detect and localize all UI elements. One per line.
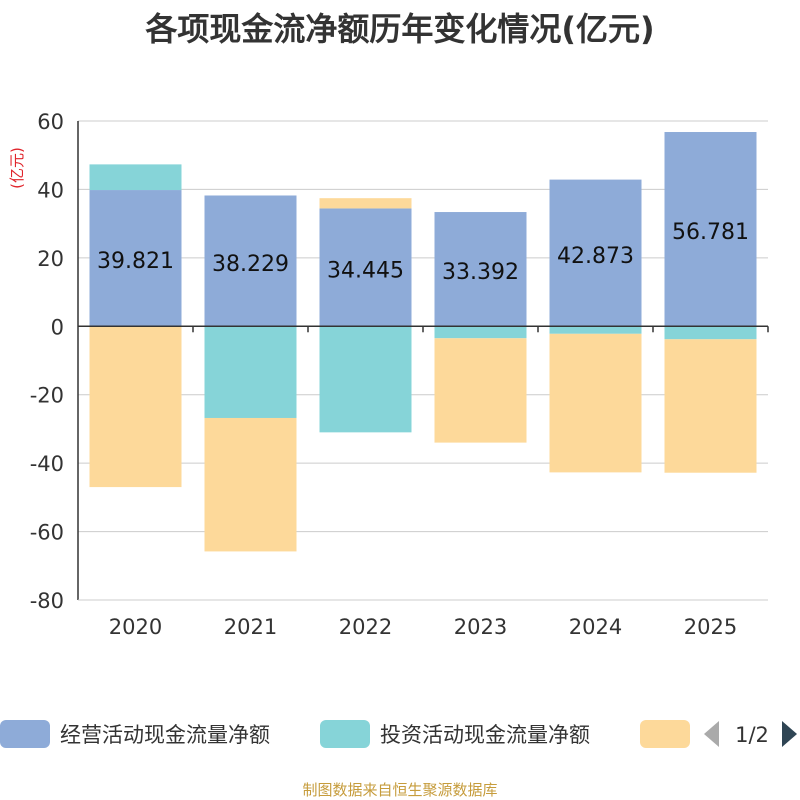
x-tick-label: 2023 [454,615,507,639]
legend-swatch [320,720,370,748]
legend-prev-icon [704,721,719,747]
bar-3-2024 [549,333,642,473]
y-tick-label: 0 [51,315,64,339]
x-tick-label: 2025 [684,615,737,639]
bar-1-2025 [664,132,757,327]
bar-2-2021 [204,326,297,418]
x-tick-label: 2020 [109,615,162,639]
bar-2-2020 [89,164,182,191]
data-label: 39.821 [97,249,174,274]
bar-3-2021 [204,417,297,552]
bar-3-2020 [89,326,182,488]
y-axis-unit-label: (亿元) [8,147,26,189]
y-tick-label: -40 [30,452,64,476]
bar-3-2022 [319,198,412,209]
source-note: 制图数据来自恒生聚源数据库 [302,781,498,799]
y-tick-label: 20 [37,247,64,271]
data-label: 56.781 [672,220,749,245]
legend-page-label: 1/2 [735,723,769,747]
legend-label: 经营活动现金流量净额 [60,723,270,747]
bar-3-2023 [434,338,527,443]
y-tick-label: -80 [30,589,64,613]
legend-label: 投资活动现金流量净额 [380,723,590,747]
y-tick-label: 40 [37,178,64,202]
bar-2-2023 [434,326,527,339]
data-label: 38.229 [212,252,289,277]
bar-1-2021 [204,195,297,327]
x-tick-label: 2022 [339,615,392,639]
x-tick-label: 2021 [224,615,277,639]
data-label: 33.392 [442,260,519,285]
bar-2-2024 [549,326,642,334]
bar-3-2025 [664,339,757,473]
y-tick-label: 60 [37,110,64,134]
x-tick-label: 2024 [569,615,622,639]
y-tick-label: -60 [30,521,64,545]
data-label: 42.873 [557,244,634,269]
bar-1-2022 [319,208,412,327]
legend-swatch [640,720,690,748]
bar-1-2023 [434,212,527,327]
data-label: 34.445 [327,258,404,283]
bar-1-2020 [89,190,182,327]
bar-2-2025 [664,326,757,340]
legend-next-icon[interactable] [782,721,797,747]
legend-swatch [0,720,50,748]
y-tick-label: -20 [30,384,64,408]
chart-title: 各项现金流净额历年变化情况(亿元) [145,10,655,48]
bar-2-2022 [319,326,412,433]
bar-1-2024 [549,179,642,327]
